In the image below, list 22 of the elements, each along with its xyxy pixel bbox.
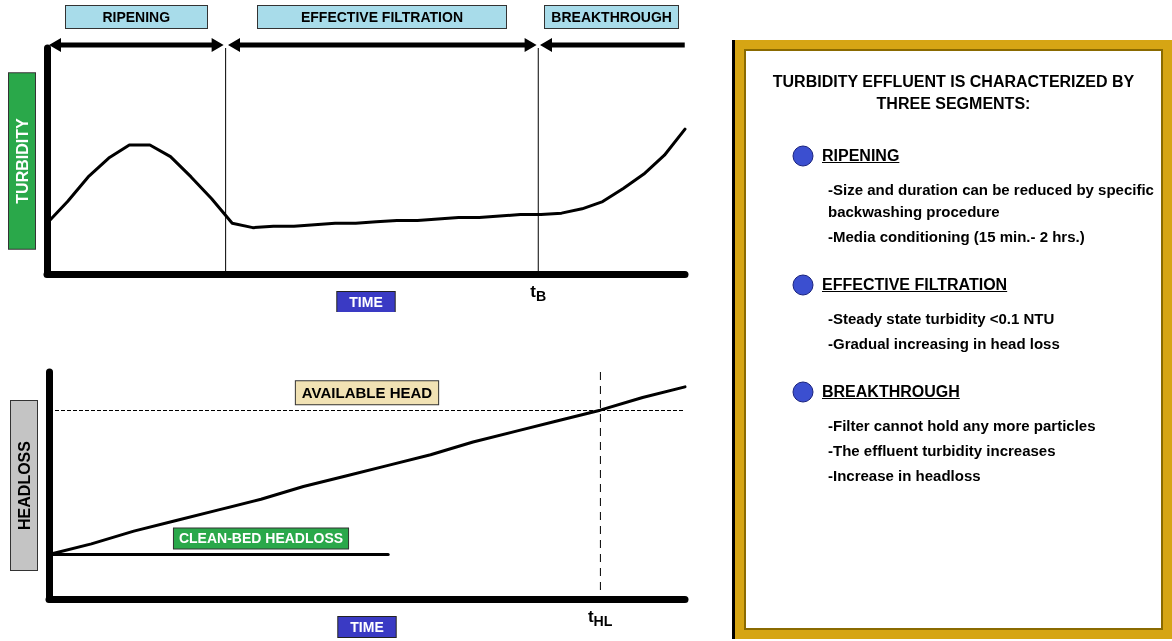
text: -Filter cannot hold any more particles (828, 416, 1097, 436)
text: -Media conditioning (15 min.- 2 hrs.) (828, 227, 1086, 247)
y-axis-title: HEADLOSS (15, 440, 33, 530)
y-axis-title: TURBIDITY (13, 118, 31, 204)
text: TURBIDITY EFFLUENT IS CHARACTERIZED BY THREE SEGMENTS: (771, 72, 1136, 114)
text: RIPENING (64, 5, 208, 29)
text: RIPENING (822, 147, 900, 165)
text: -The effluent turbidity increases (828, 441, 1057, 461)
series-label: CLEAN-BED HEADLOSS (178, 530, 344, 547)
text: BREAKTHROUGH (544, 5, 680, 29)
x-axis-title: TIME (350, 618, 384, 635)
text: EFFECTIVE FILTRATION (822, 276, 1008, 294)
text: -Size and duration can be reduced by specific backwashing procedure (828, 180, 1155, 222)
text: BREAKTHROUGH (822, 383, 960, 401)
text: t$_{HL}$ (587, 607, 613, 630)
text: t$_{B}$ (530, 282, 547, 305)
text: -Gradual increasing in head loss (828, 334, 1061, 354)
x-axis-title: TIME (349, 293, 383, 310)
text: EFFECTIVE FILTRATION (256, 5, 508, 29)
text: -Increase in headloss (828, 466, 982, 486)
ref-line-label: AVAILABLE HEAD (301, 384, 433, 402)
text: -Steady state turbidity <0.1 NTU (828, 309, 1056, 329)
